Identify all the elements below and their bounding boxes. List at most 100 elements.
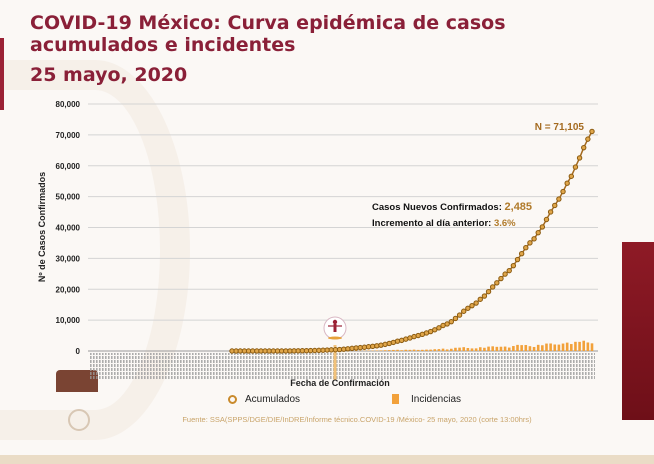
accumulated-point bbox=[539, 224, 546, 230]
accumulated-point bbox=[448, 318, 455, 325]
x-tick-labels bbox=[90, 353, 595, 379]
incidence-bar bbox=[524, 345, 528, 351]
incidence-bar bbox=[433, 349, 437, 351]
accumulated-point bbox=[547, 209, 554, 215]
accumulated-point bbox=[564, 180, 570, 186]
accumulated-point bbox=[485, 288, 492, 295]
incidence-bar bbox=[367, 350, 370, 351]
accumulated-point bbox=[552, 202, 558, 209]
y-tick-label: 80,000 bbox=[56, 100, 81, 109]
legend-incidence: Incidencias bbox=[392, 394, 461, 405]
accumulated-point bbox=[518, 250, 525, 257]
accumulated-point bbox=[444, 321, 450, 327]
incidence-bar bbox=[478, 347, 482, 351]
accumulated-point bbox=[489, 284, 496, 290]
incidence-bar bbox=[416, 349, 420, 351]
accumulated-point bbox=[498, 275, 504, 282]
accumulated-point bbox=[514, 256, 521, 263]
y-tick-label: 0 bbox=[76, 347, 81, 356]
incidence-bar bbox=[512, 346, 515, 351]
legend-label: Incidencias bbox=[411, 394, 462, 405]
incidence-bar bbox=[412, 349, 416, 351]
accumulated-point bbox=[502, 271, 508, 277]
y-tick-label: 30,000 bbox=[56, 254, 81, 263]
incidence-bar bbox=[516, 344, 519, 351]
accumulated-point bbox=[535, 229, 541, 236]
accumulated-point bbox=[510, 262, 517, 269]
side-panel bbox=[622, 242, 654, 420]
incidence-bar bbox=[586, 342, 590, 351]
incidence-bar bbox=[536, 344, 540, 351]
incidence-bar bbox=[541, 345, 544, 351]
increase-annotation: Incremento al día anterior: 3.6% bbox=[372, 218, 516, 229]
y-axis-label: Nº de Casos Confirmados bbox=[37, 172, 47, 282]
incidence-bar bbox=[379, 350, 383, 351]
incidence-bar bbox=[582, 340, 586, 351]
accumulated-point bbox=[436, 325, 442, 331]
incidence-bar bbox=[553, 344, 557, 351]
incidence-bar bbox=[590, 343, 594, 351]
incidence-bar bbox=[574, 341, 577, 351]
new-cases-annotation: Casos Nuevos Confirmados: 2,485 bbox=[372, 201, 532, 213]
incidence-bar bbox=[545, 343, 548, 351]
incidence-bar bbox=[491, 346, 494, 351]
legend-label: Acumulados bbox=[245, 394, 301, 405]
y-tick-label: 10,000 bbox=[56, 316, 81, 325]
incidence-bar bbox=[458, 347, 461, 351]
slide-date: 25 mayo, 2020 bbox=[30, 64, 188, 86]
accumulated-point bbox=[494, 280, 500, 286]
incidence-bar bbox=[503, 346, 507, 351]
incidence-bar bbox=[375, 350, 379, 351]
accumulated-point bbox=[556, 196, 562, 202]
accumulated-point bbox=[589, 128, 595, 135]
incidence-bar bbox=[421, 349, 424, 351]
incidence-bar bbox=[474, 348, 478, 351]
accumulated-point bbox=[572, 164, 579, 170]
incidence-bar bbox=[445, 349, 449, 351]
incidence-bar bbox=[387, 350, 391, 351]
accent-bar bbox=[0, 38, 4, 110]
incidence-bar bbox=[441, 348, 445, 351]
incidence-bar bbox=[437, 349, 441, 351]
accumulated-point bbox=[432, 327, 438, 333]
accumulated-point bbox=[378, 342, 384, 348]
sana-distancia-icon bbox=[323, 316, 347, 340]
x-axis-label: Fecha de Confirmación bbox=[290, 378, 390, 388]
accumulated-point bbox=[473, 300, 479, 306]
incidence-bar bbox=[425, 349, 428, 351]
incidence-bar bbox=[400, 350, 403, 351]
incidence-bar bbox=[466, 348, 470, 351]
accumulated-point bbox=[523, 244, 529, 251]
circle-marker-icon bbox=[228, 394, 237, 404]
accumulated-point bbox=[477, 296, 483, 302]
incidence-bar bbox=[470, 348, 474, 351]
accumulated-point bbox=[543, 216, 550, 223]
incidence-bar bbox=[408, 349, 412, 351]
accumulated-point bbox=[568, 173, 575, 179]
square-marker-icon bbox=[392, 394, 399, 405]
incidence-bar bbox=[578, 341, 581, 351]
accumulated-point bbox=[469, 302, 475, 309]
y-tick-label: 20,000 bbox=[56, 285, 81, 294]
accumulated-point bbox=[394, 338, 401, 344]
incidence-bar bbox=[570, 344, 573, 351]
incidence-bar bbox=[383, 350, 387, 351]
footer-band bbox=[0, 455, 654, 464]
accumulated-point bbox=[581, 144, 587, 151]
incidence-bar bbox=[429, 349, 432, 351]
accumulated-point bbox=[506, 267, 512, 274]
y-tick-label: 70,000 bbox=[56, 131, 81, 140]
legend-accumulated: Acumulados bbox=[228, 394, 300, 405]
accumulated-point bbox=[481, 293, 488, 299]
y-tick-label: 60,000 bbox=[56, 162, 81, 171]
accumulated-point bbox=[527, 240, 533, 246]
incidence-bar bbox=[507, 347, 511, 351]
incidence-bar bbox=[528, 346, 532, 351]
incidence-bar bbox=[561, 343, 565, 351]
y-tick-label: 40,000 bbox=[56, 224, 81, 233]
accumulated-point bbox=[576, 155, 583, 161]
total-annotation: N = 71,105 bbox=[535, 122, 585, 133]
incidence-bar bbox=[483, 347, 486, 351]
incidence-bar bbox=[487, 346, 490, 351]
